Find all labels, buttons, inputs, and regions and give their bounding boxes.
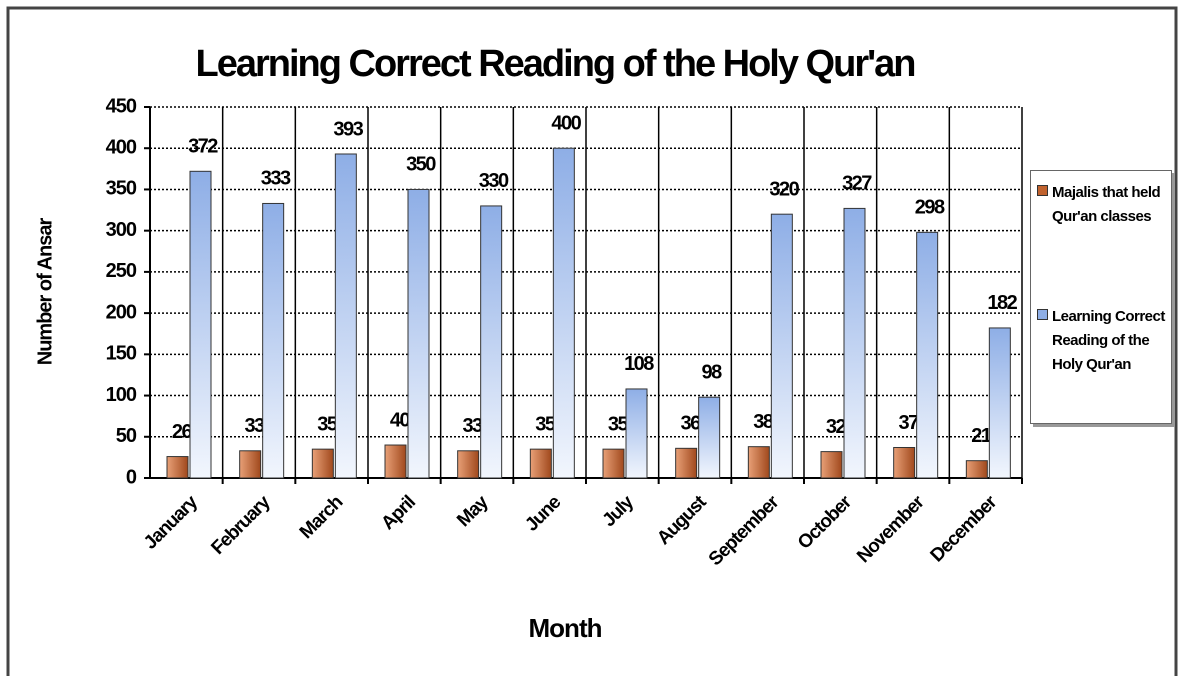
bar	[988, 327, 1011, 479]
bar	[334, 153, 357, 479]
x-tick-label: February	[207, 491, 275, 559]
data-label: 37	[899, 412, 920, 434]
bar	[407, 188, 430, 479]
data-label: 108	[624, 353, 654, 375]
data-label: 35	[317, 413, 338, 435]
bar	[602, 448, 625, 479]
y-axis-label: Number of Ansar	[34, 218, 56, 366]
data-label: 330	[479, 170, 509, 192]
data-label: 40	[390, 409, 411, 431]
bar	[262, 202, 285, 479]
data-label: 393	[333, 118, 363, 140]
data-label: 298	[915, 197, 945, 219]
bar	[311, 448, 334, 479]
x-tick-label: November	[853, 491, 929, 567]
legend-swatch	[1037, 309, 1048, 320]
y-tick-label: 100	[106, 384, 137, 406]
x-tick-label: August	[653, 491, 711, 549]
x-tick-label: July	[599, 491, 639, 531]
bar	[625, 388, 648, 479]
bar	[675, 447, 698, 479]
legend-item: Learning Correct Reading of the Holy Qur…	[1037, 305, 1167, 377]
x-tick-label: March	[296, 492, 347, 543]
frame	[6, 6, 1178, 676]
x-tick-label: September	[705, 491, 784, 570]
bar	[384, 444, 407, 479]
data-label: 32	[826, 416, 847, 438]
x-tick-label: May	[453, 491, 493, 531]
data-label: 38	[753, 411, 774, 433]
bar	[916, 231, 939, 479]
data-label: 182	[987, 292, 1017, 314]
data-label: 21	[971, 425, 992, 447]
bar	[698, 396, 721, 479]
y-tick-label: 0	[126, 466, 137, 488]
data-label: 35	[535, 413, 556, 435]
bar	[965, 460, 988, 479]
y-tick-label: 200	[106, 301, 137, 323]
data-label: 327	[842, 173, 872, 195]
bar	[189, 170, 212, 479]
y-tick-label: 250	[106, 260, 137, 282]
bar	[820, 451, 843, 479]
data-label: 35	[608, 413, 629, 435]
bar	[239, 450, 262, 479]
bar	[893, 446, 916, 479]
y-tick-label: 400	[106, 137, 137, 159]
data-label: 26	[172, 421, 193, 443]
data-label: 333	[261, 168, 291, 190]
x-axis-label: Month	[529, 613, 602, 643]
legend-swatch	[1037, 185, 1048, 196]
data-label: 33	[463, 415, 484, 437]
bar	[166, 456, 189, 479]
data-label: 33	[245, 415, 266, 437]
bar	[770, 213, 793, 479]
x-tick-label: October	[794, 491, 857, 554]
chart-title: Learning Correct Reading of the Holy Qur…	[195, 43, 914, 85]
x-tick-label: June	[521, 492, 565, 536]
legend-label: Learning Correct Reading of the Holy Qur…	[1052, 308, 1165, 373]
bar	[529, 448, 552, 479]
bar	[552, 147, 575, 479]
data-label: 400	[551, 113, 581, 135]
x-tick-label: April	[377, 492, 419, 534]
bar	[747, 446, 770, 479]
data-label: 98	[702, 361, 723, 383]
bar	[457, 450, 480, 479]
data-label: 320	[769, 178, 799, 200]
legend-item: Majalis that held Qur'an classes	[1037, 181, 1167, 229]
x-tick-label: December	[927, 491, 1002, 566]
data-label: 372	[188, 136, 218, 158]
y-tick-label: 50	[116, 425, 137, 447]
bar	[843, 207, 866, 479]
data-label: 36	[681, 413, 702, 435]
y-tick-label: 300	[106, 219, 137, 241]
legend: Majalis that held Qur'an classes Learning…	[1030, 170, 1172, 424]
y-tick-label: 350	[106, 178, 137, 200]
data-label: 350	[406, 154, 436, 176]
legend-label: Majalis that held Qur'an classes	[1052, 184, 1161, 225]
y-tick-label: 150	[106, 343, 137, 365]
bar	[480, 205, 503, 479]
x-tick-label: January	[140, 491, 202, 553]
y-tick-label: 450	[106, 95, 137, 117]
